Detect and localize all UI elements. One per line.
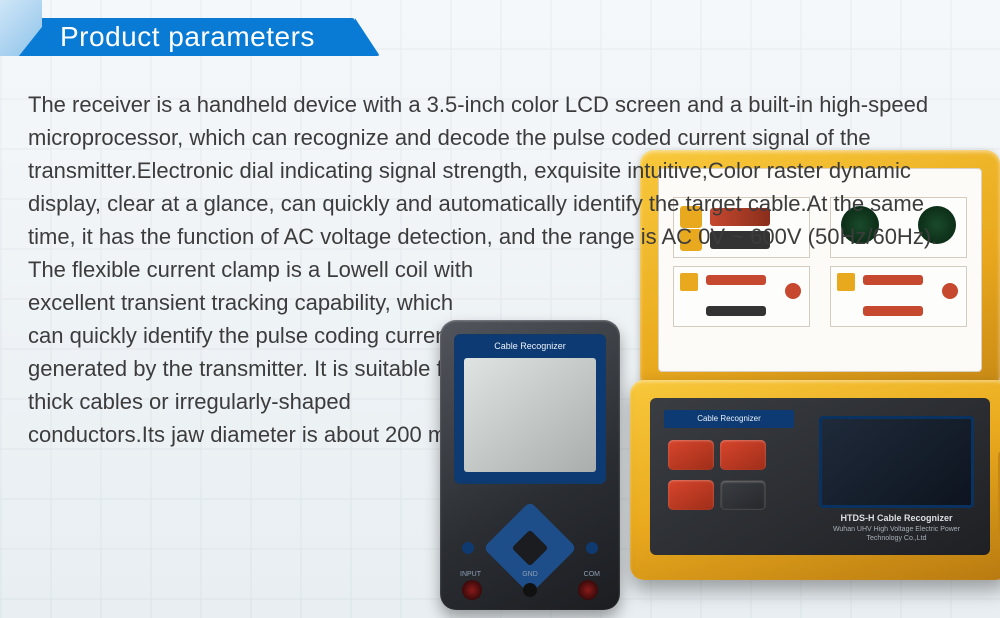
description-paragraph-1: The receiver is a handheld device with a… xyxy=(28,88,968,253)
handheld-screen-frame: Cable Recognizer xyxy=(454,334,606,484)
handheld-port-gnd xyxy=(523,583,537,597)
case-company-text: Wuhan UHV High Voltage Electric Power Te… xyxy=(833,526,960,542)
handheld-dpad-center xyxy=(512,530,549,567)
header-banner: Product parameters xyxy=(0,18,355,56)
handheld-label: Cable Recognizer xyxy=(456,341,604,351)
case-model-text: HTDS-H Cable Recognizer xyxy=(840,513,952,523)
product-image-handheld: Cable Recognizer INPUT GND COM xyxy=(440,320,620,610)
handheld-lcd-screen xyxy=(464,358,596,472)
lid-diagram-cell-4 xyxy=(830,266,967,327)
case-terminal-1 xyxy=(668,440,714,470)
description-paragraph-2: The flexible current clamp is a Lowell c… xyxy=(28,253,488,451)
handheld-port-label-center: GND xyxy=(522,571,538,578)
case-brand-label: HTDS-H Cable Recognizer Wuhan UHV High V… xyxy=(819,513,974,543)
handheld-side-button-left xyxy=(462,542,474,554)
page-title: Product parameters xyxy=(60,21,315,53)
handheld-port-label-right: COM xyxy=(584,571,600,578)
handheld-port-label-left: INPUT xyxy=(460,571,481,578)
handheld-side-button-right xyxy=(586,542,598,554)
handheld-port-com xyxy=(578,580,598,600)
case-terminal-3 xyxy=(668,480,714,510)
handheld-dpad xyxy=(483,501,576,594)
case-control-panel: Cable Recognizer HTDS-H Cable Recognizer… xyxy=(650,398,990,555)
case-terminal-4 xyxy=(720,480,766,510)
case-display-screen xyxy=(819,416,974,508)
handheld-port-input xyxy=(462,580,482,600)
case-label-strip: Cable Recognizer xyxy=(664,410,794,428)
case-body: Cable Recognizer HTDS-H Cable Recognizer… xyxy=(630,380,1000,580)
case-terminal-2 xyxy=(720,440,766,470)
section-header: Product parameters xyxy=(0,0,1000,60)
lid-diagram-cell-3 xyxy=(673,266,810,327)
